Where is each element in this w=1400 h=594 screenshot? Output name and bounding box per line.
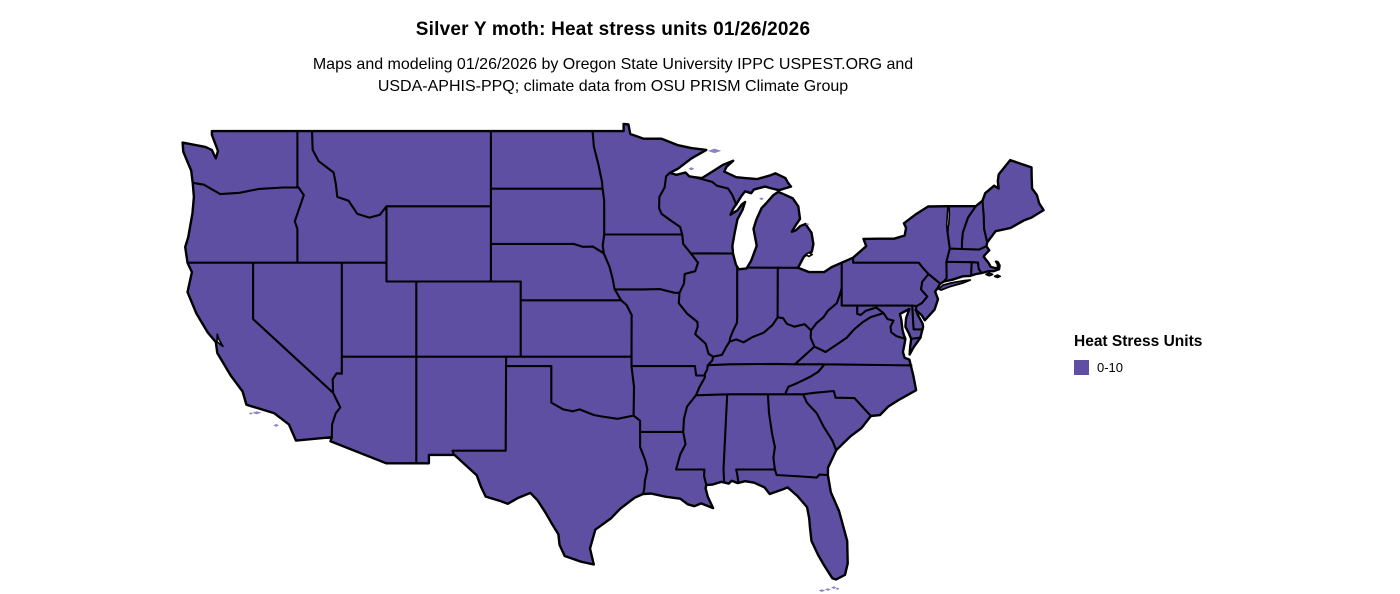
page-subtitle: Maps and modeling 01/26/2026 by Oregon S… xyxy=(0,54,1226,98)
legend-title: Heat Stress Units xyxy=(1074,333,1203,350)
header: Silver Y moth: Heat stress units 01/26/2… xyxy=(0,19,1226,98)
legend: Heat Stress Units 0-10 xyxy=(1074,333,1202,375)
page-title: Silver Y moth: Heat stress units 01/26/2… xyxy=(415,19,811,40)
legend-item-label: 0-10 xyxy=(1097,360,1124,375)
subtitle-line-2: USDA-APHIS-PPQ; climate data from OSU PR… xyxy=(377,78,849,95)
inland-water-path xyxy=(216,205,951,348)
legend-item: 0-10 xyxy=(1074,360,1202,375)
state-borders-path xyxy=(186,130,989,496)
subtitle-line-1: Maps and modeling 01/26/2026 by Oregon S… xyxy=(312,56,914,73)
us-outline-path xyxy=(181,122,1045,581)
legend-swatch-icon xyxy=(1074,360,1089,375)
long-island-path xyxy=(938,272,1001,291)
